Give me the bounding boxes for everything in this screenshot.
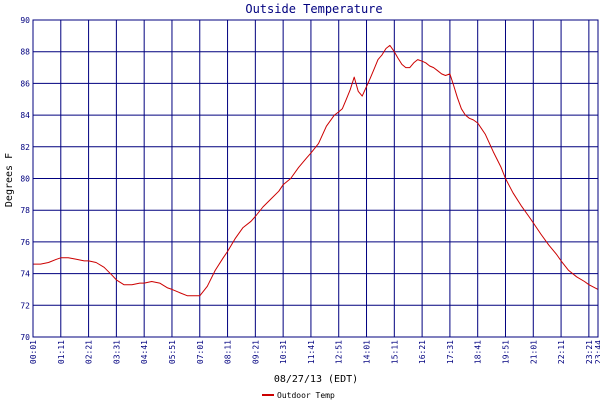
x-tick-label: 21:01 xyxy=(529,340,538,364)
x-tick-label: 01:11 xyxy=(57,340,66,364)
y-tick-label: 84 xyxy=(20,111,30,120)
y-tick-label: 74 xyxy=(20,270,30,279)
x-axis-label: 08/27/13 (EDT) xyxy=(274,374,358,385)
x-tick-label: 22:11 xyxy=(557,340,566,364)
chart-title: Outside Temperature xyxy=(245,2,382,16)
x-tick-label: 00:01 xyxy=(29,340,38,364)
plot-frame xyxy=(32,19,599,338)
y-tick-label: 70 xyxy=(20,333,30,342)
x-tick-label: 15:11 xyxy=(390,340,399,364)
y-axis-label: Degrees F xyxy=(4,153,15,207)
y-tick-label: 80 xyxy=(20,175,30,184)
x-tick-label: 11:41 xyxy=(307,340,316,364)
x-tick-label: 17:31 xyxy=(446,340,455,364)
y-tick-label: 78 xyxy=(20,206,30,215)
chart-series-layer xyxy=(33,44,599,297)
y-tick-label: 88 xyxy=(20,48,30,57)
x-tick-label: 03:31 xyxy=(112,340,121,364)
y-tick-label: 82 xyxy=(20,143,30,152)
x-tick-label: 10:31 xyxy=(279,340,288,364)
y-tick-label: 72 xyxy=(20,301,30,310)
x-tick-label: 19:51 xyxy=(501,340,510,364)
x-tick-label: 07:01 xyxy=(196,340,205,364)
y-tick-label: 86 xyxy=(20,79,30,88)
x-tick-label: 08:11 xyxy=(224,340,233,364)
y-tick-labels: 70 72 74 76 78 80 82 84 86 88 90 xyxy=(20,16,30,342)
legend-label-outdoor-temp: Outdoor Temp xyxy=(277,391,335,400)
x-tick-label: 05:51 xyxy=(168,340,177,364)
x-tick-label: 23:44 xyxy=(594,340,600,364)
y-tick-label: 76 xyxy=(20,238,30,247)
x-tick-label: 23:21 xyxy=(585,340,594,364)
x-tick-label: 16:21 xyxy=(418,340,427,364)
x-tick-label: 02:21 xyxy=(85,340,94,364)
y-tick-label: 90 xyxy=(20,16,30,25)
x-tick-label: 12:51 xyxy=(335,340,344,364)
chart-grid xyxy=(32,19,599,338)
x-tick-label: 04:41 xyxy=(140,340,149,364)
x-tick-label: 09:21 xyxy=(251,340,260,364)
x-tick-label: 14:01 xyxy=(363,340,372,364)
series-line-outdoor-temp xyxy=(33,44,599,297)
x-tick-labels: 00:01 01:11 02:21 03:31 04:41 05:51 07:01 08:11… xyxy=(29,340,600,364)
x-tick-label: 18:41 xyxy=(474,340,483,364)
legend: Outdoor Temp xyxy=(262,391,335,400)
